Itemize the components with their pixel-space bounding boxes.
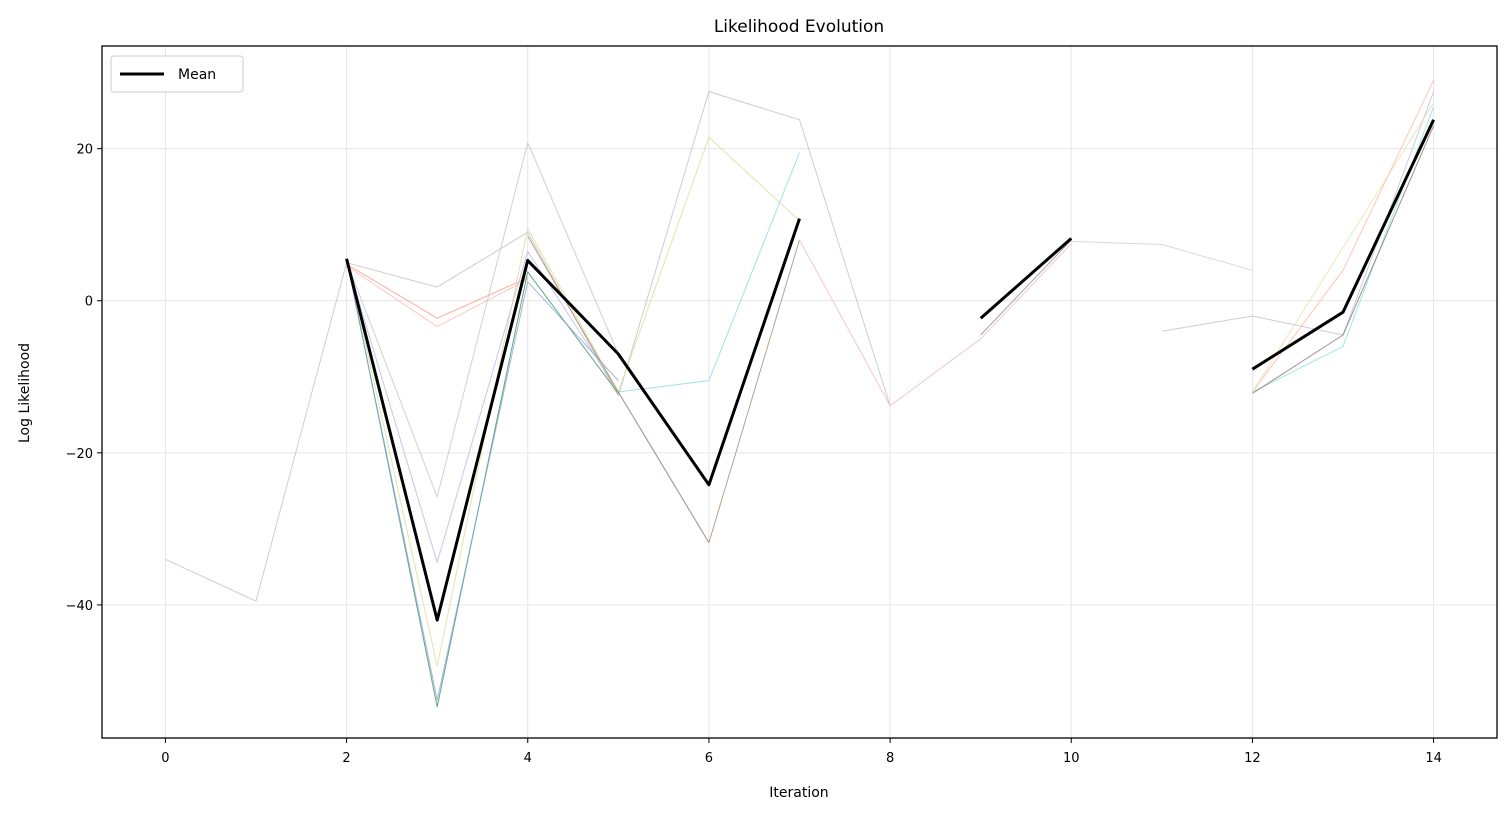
grid-lines	[102, 46, 1497, 738]
run-series-line-10	[799, 239, 1072, 407]
y-tick-label: 0	[85, 295, 93, 310]
run-series-line-6	[346, 259, 619, 701]
legend-box	[110, 55, 244, 93]
run-series-line-2	[346, 265, 528, 328]
mean-series-line-1	[979, 237, 1073, 320]
run-series-line-7	[346, 136, 800, 667]
run-series-line-3	[346, 142, 619, 498]
y-tick-label: −40	[66, 599, 93, 614]
run-series-line-12	[1071, 240, 1253, 271]
x-tick-label: 0	[161, 751, 169, 766]
x-tick-label: 8	[886, 751, 894, 766]
mean-layer	[345, 119, 1435, 622]
run-series-line-17	[1252, 125, 1435, 394]
x-tick-label: 14	[1425, 751, 1442, 766]
run-series-line-11	[980, 239, 1072, 336]
chart-title: Likelihood Evolution	[714, 17, 884, 37]
mean-series-line-2	[1251, 119, 1435, 371]
run-series-line-1	[346, 263, 528, 319]
axis-ticks: 0 2 4 6 8 10 12 14 −40 −20 0 20	[66, 143, 1442, 766]
mean-series-line-0	[345, 218, 801, 622]
x-tick-label: 10	[1063, 751, 1080, 766]
y-axis-label: Log Likelihood	[17, 343, 33, 443]
x-axis-label: Iteration	[769, 785, 828, 801]
run-series-line-9	[618, 152, 800, 393]
plot-frame	[101, 45, 1498, 739]
run-series-line-8	[527, 235, 800, 544]
y-tick-label: −20	[66, 447, 93, 462]
run-series-line-15	[1251, 102, 1435, 393]
y-tick-label: 20	[76, 143, 93, 158]
legend: Mean	[110, 55, 244, 93]
x-tick-label: 2	[342, 751, 350, 766]
x-tick-label: 4	[524, 751, 532, 766]
legend-mean-label: Mean	[178, 67, 216, 83]
x-tick-label: 6	[705, 751, 713, 766]
run-series-line-0	[165, 91, 891, 602]
x-tick-label: 12	[1244, 751, 1261, 766]
